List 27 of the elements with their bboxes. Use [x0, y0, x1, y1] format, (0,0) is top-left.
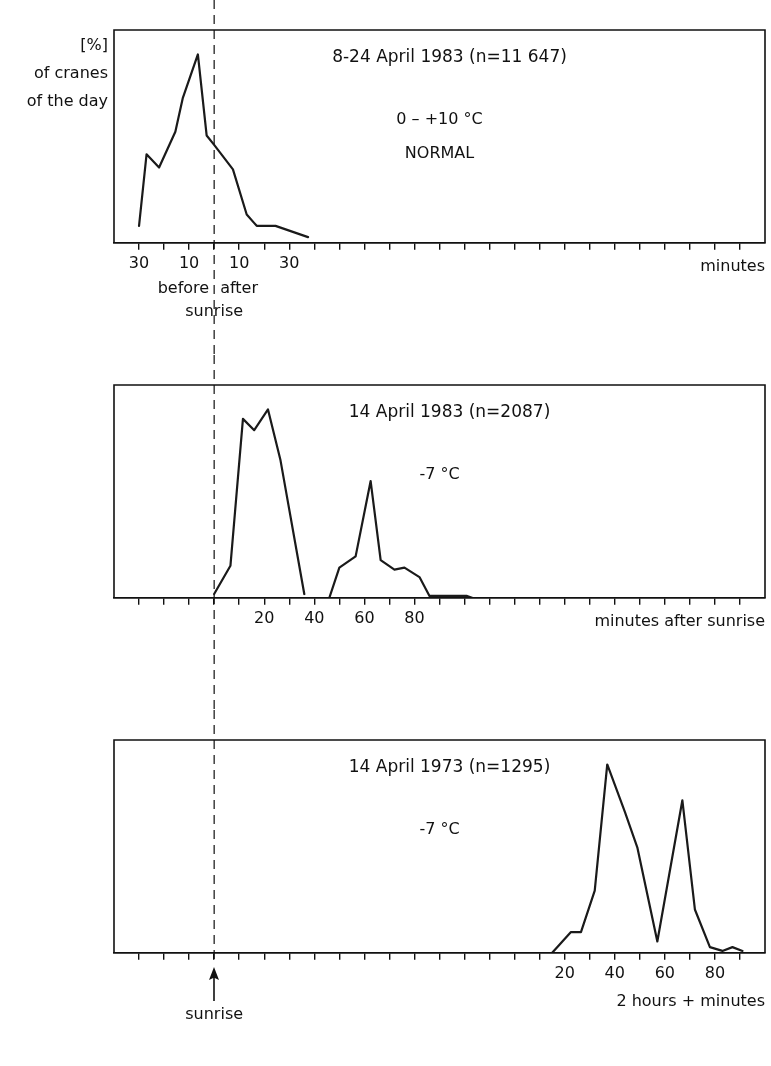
x-tick-label: 30 — [128, 252, 150, 272]
x-axis-title: minutes — [700, 255, 765, 275]
annotation: -7 °C — [419, 464, 460, 484]
x-tick-label: 40 — [604, 962, 625, 982]
x-tick-label: 30 — [279, 252, 300, 272]
x-axis-title: 2 hours + minutes — [616, 990, 765, 1010]
text: after — [220, 277, 259, 297]
x-tick-label: 20 — [254, 607, 275, 627]
x-axis-title: minutes after sunrise — [594, 610, 765, 630]
x-tick-label: 10 — [178, 252, 200, 272]
annotation: -7 °C — [419, 819, 460, 839]
chart-title: 8-24 April 1983 (n=11 647) — [332, 46, 567, 67]
ref-line-label: sunrise — [185, 1003, 244, 1023]
chart-title: 14 April 1983 (n=2087) — [348, 401, 551, 422]
text: before — [157, 277, 210, 297]
x-tick-label: 60 — [654, 962, 676, 982]
annotation: 0 – +10 °C — [396, 109, 483, 129]
x-tick-label: 80 — [404, 607, 425, 627]
text: sunrise — [185, 300, 244, 320]
x-tick-label: 10 — [229, 252, 250, 272]
y-axis-title: [%] of cranes of the day — [26, 35, 108, 111]
x-tick-label: 40 — [304, 607, 325, 627]
chart-title: 14 April 1973 (n=1295) — [348, 756, 551, 777]
x-tick-label: 60 — [354, 607, 375, 627]
x-tick-label: 20 — [554, 962, 575, 982]
x-tick-label: 80 — [704, 962, 726, 982]
annotation: NORMAL — [404, 143, 475, 163]
